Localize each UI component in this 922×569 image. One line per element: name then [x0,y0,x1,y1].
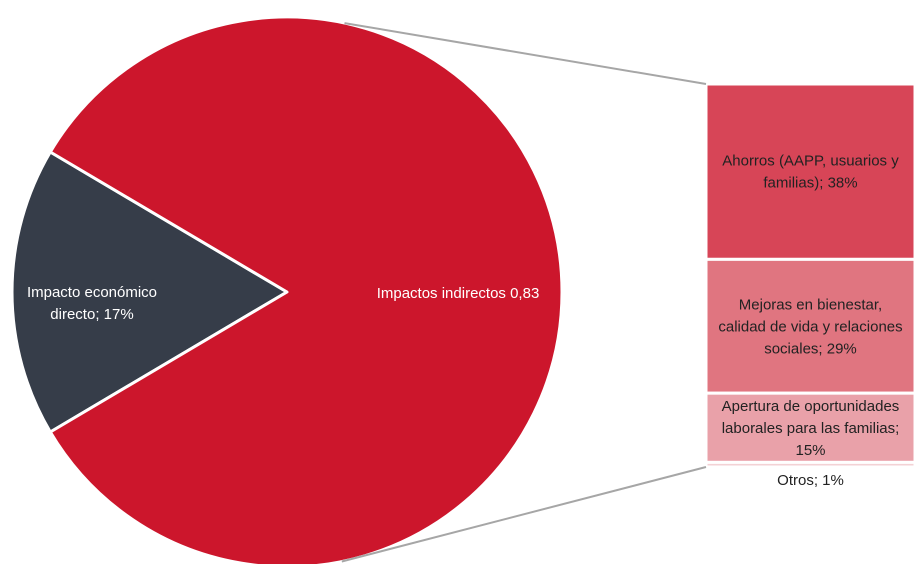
bar-label-otros-1: Otros; 1% [777,472,844,489]
bar-segment-mejoras-en-bienestar-calidad-de-vida-y-r [704,257,917,395]
connector-line-top [344,22,707,85]
bar-label-ahorros-aapp-usuarios-y-familias-38: Ahorros (AAPP, usuarios y familias); 38% [722,153,899,192]
bar-segment-otros-1 [704,460,917,469]
bar-segment-ahorros-aapp-usuarios-y-familias-38 [704,82,917,261]
bar-label-apertura-de-oportunidades-laborales-para: Apertura de oportunidades laborales para … [722,398,900,459]
pie-slice-impacto-economico-directo-17 [10,150,289,434]
connector-line-bottom [341,466,707,563]
pie-label-impacto-economico-directo-17: Impacto económico directo; 17% [27,284,157,323]
bar-label-mejoras-en-bienestar-calidad-de-vida-y-r: Mejoras en bienestar, calidad de vida y r… [718,296,902,357]
pie-label-impactos-indirectos-0-83: Impactos indirectos 0,83 [377,285,540,302]
pie-slice-impactos-indirectos-0-83 [48,15,564,569]
